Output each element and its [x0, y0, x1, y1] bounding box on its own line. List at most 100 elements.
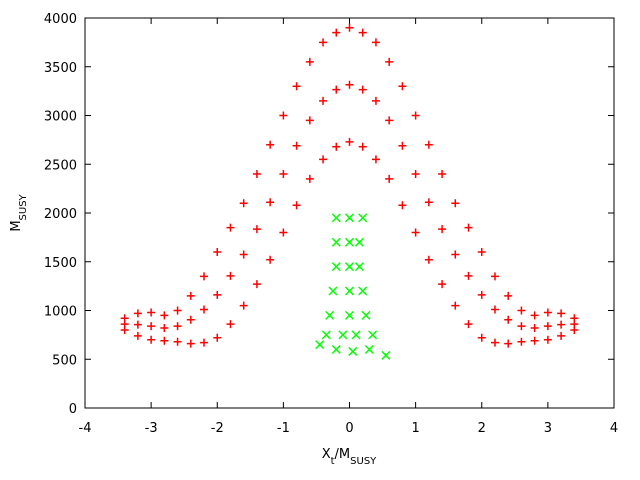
- point: [557, 309, 566, 318]
- y-tick-label: 4000: [44, 12, 77, 27]
- point: [186, 315, 195, 324]
- point: [530, 311, 539, 320]
- point: [385, 116, 394, 125]
- x-tick-label: -3: [145, 421, 158, 436]
- point: [266, 140, 275, 149]
- point: [319, 155, 328, 164]
- point: [315, 340, 325, 350]
- point: [464, 271, 473, 280]
- point: [345, 80, 354, 89]
- point: [133, 309, 142, 318]
- point: [305, 174, 314, 183]
- point: [358, 28, 367, 37]
- point: [173, 322, 182, 331]
- ylabel-part: M: [9, 220, 24, 231]
- point: [361, 310, 371, 320]
- point: [266, 255, 275, 264]
- point: [371, 96, 380, 105]
- xlabel-part: SUSY: [350, 456, 377, 467]
- point: [239, 199, 248, 208]
- point: [319, 96, 328, 105]
- point: [331, 213, 341, 223]
- point: [147, 308, 156, 317]
- y-axis-label: MSUSY: [9, 193, 29, 231]
- point: [328, 286, 338, 296]
- x-tick-label: 2: [478, 421, 486, 436]
- point: [557, 320, 566, 329]
- point: [368, 330, 378, 340]
- point: [451, 250, 460, 259]
- point: [424, 140, 433, 149]
- point: [364, 344, 374, 355]
- y-tick-label: 2000: [44, 207, 77, 222]
- x-tick-label: -2: [211, 421, 224, 436]
- point: [351, 330, 361, 340]
- point: [354, 262, 364, 272]
- point: [411, 170, 420, 178]
- point: [504, 291, 513, 300]
- point: [354, 237, 364, 247]
- point: [411, 228, 420, 237]
- point: [331, 344, 341, 355]
- point: [252, 225, 261, 234]
- point: [385, 174, 394, 183]
- point: [331, 262, 341, 272]
- point: [173, 306, 182, 315]
- point: [147, 335, 156, 344]
- y-tick-label: 2500: [44, 158, 77, 173]
- point: [331, 237, 341, 247]
- point: [517, 337, 526, 346]
- point: [226, 320, 235, 329]
- point: [504, 339, 513, 348]
- point: [186, 339, 195, 348]
- xlabel-part: /M: [335, 447, 351, 462]
- point: [344, 262, 355, 272]
- point: [292, 82, 301, 91]
- point: [438, 225, 447, 234]
- point: [200, 272, 209, 281]
- point: [438, 280, 447, 289]
- y-tick-label: 3500: [44, 61, 77, 76]
- point: [292, 201, 301, 210]
- x-tick-label: 1: [411, 421, 419, 436]
- point: [292, 141, 301, 150]
- point: [200, 305, 209, 314]
- point: [344, 237, 355, 247]
- point: [239, 250, 248, 259]
- point: [398, 82, 407, 91]
- point: [226, 271, 235, 280]
- point: [213, 333, 222, 342]
- point: [490, 338, 499, 347]
- point: [517, 322, 526, 331]
- point: [345, 23, 354, 32]
- point: [266, 198, 275, 207]
- point: [371, 155, 380, 164]
- point: [332, 142, 341, 151]
- point: [279, 111, 288, 120]
- xlabel-part: t: [331, 456, 335, 467]
- point: [332, 85, 341, 94]
- point: [160, 311, 169, 320]
- plot-frame: [84, 17, 615, 409]
- point: [213, 248, 222, 256]
- point: [424, 198, 433, 207]
- point: [173, 337, 182, 346]
- point: [344, 286, 355, 296]
- point: [358, 142, 367, 151]
- x-tick-label: 4: [610, 421, 618, 436]
- point: [557, 331, 566, 340]
- x-tick-label: 0: [345, 421, 353, 436]
- point: [120, 314, 129, 323]
- point: [239, 301, 248, 310]
- x-tick-label: -1: [277, 421, 290, 436]
- point: [358, 286, 368, 296]
- y-tick-label: 3000: [44, 110, 77, 125]
- point: [438, 170, 447, 178]
- point: [133, 331, 142, 340]
- point: [160, 324, 169, 333]
- point: [279, 170, 288, 178]
- point: [398, 201, 407, 210]
- point: [490, 272, 499, 281]
- point: [451, 301, 460, 310]
